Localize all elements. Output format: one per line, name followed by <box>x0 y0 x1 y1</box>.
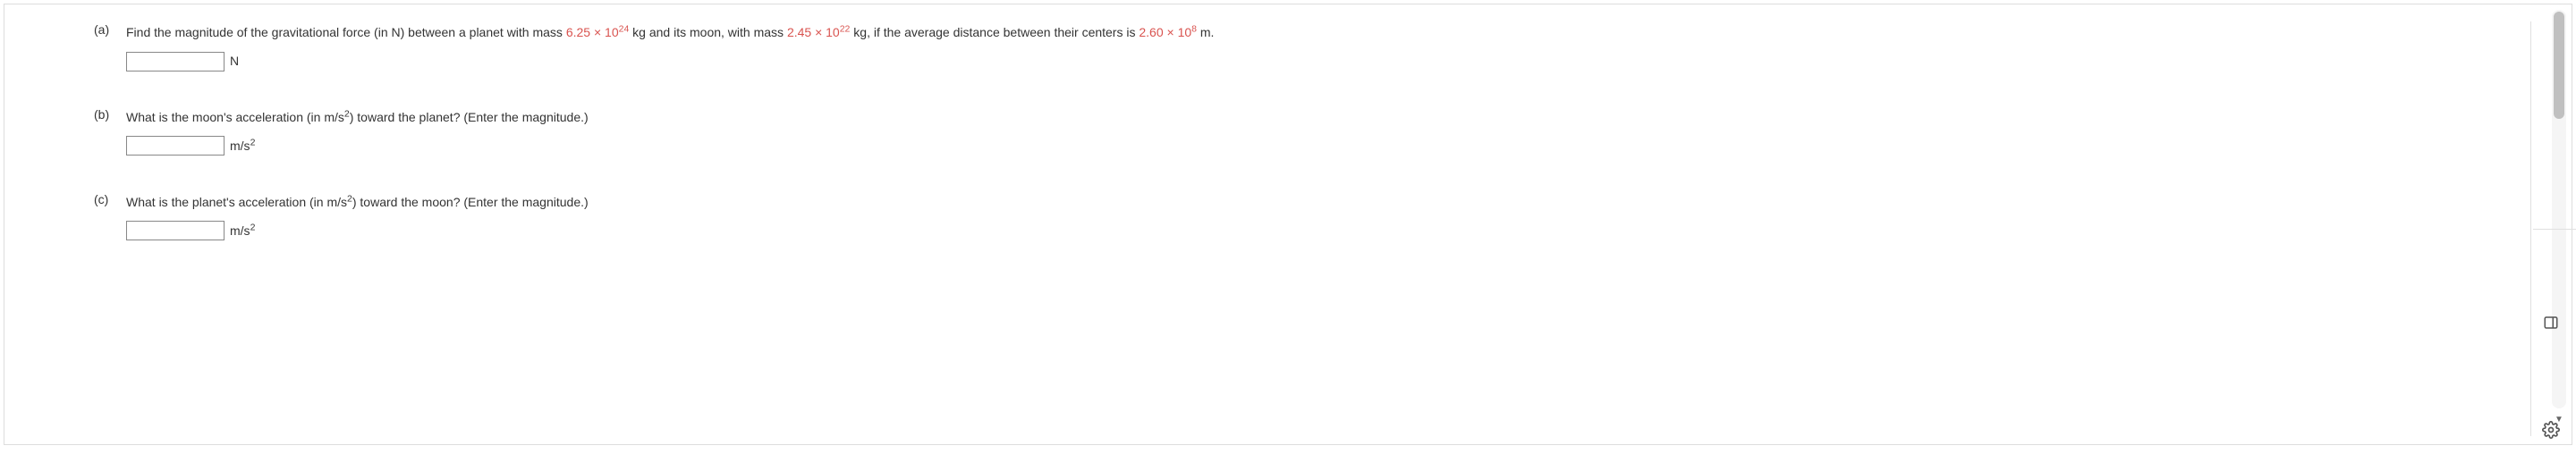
part-a-answer-row: N <box>126 51 1453 71</box>
part-a-unit: N <box>230 51 239 71</box>
part-b-answer-input[interactable] <box>126 136 225 156</box>
question-part-b: (b) What is the moon's acceleration (in … <box>94 107 1453 156</box>
part-b-unit-text: m/s <box>230 139 250 153</box>
part-c-unit-sup: 2 <box>250 222 256 232</box>
side-tools <box>2533 4 2569 454</box>
part-c-unit-text: m/s <box>230 223 250 238</box>
val2-exp: 22 <box>840 23 851 34</box>
panels-icon[interactable] <box>2541 313 2561 332</box>
question-content: (a) Find the magnitude of the gravitatio… <box>4 4 1543 258</box>
part-b-unit-sup: 2 <box>250 138 256 148</box>
part-b-label: (b) <box>94 107 126 122</box>
part-a-text-1: Find the magnitude of the gravitational … <box>126 25 566 39</box>
part-c-answer-input[interactable] <box>126 221 225 240</box>
val3-coeff: 2.60 × 10 <box>1139 25 1191 39</box>
part-c-text-1: What is the planet's acceleration (in m/… <box>126 195 347 209</box>
part-a-value-2: 2.45 × 1022 <box>787 25 850 39</box>
val1-exp: 24 <box>619 23 630 34</box>
val2-coeff: 2.45 × 10 <box>787 25 840 39</box>
part-c-text-2: ) toward the moon? (Enter the magnitude.… <box>352 195 589 209</box>
part-a-value-1: 6.25 × 1024 <box>566 25 629 39</box>
side-divider <box>2530 21 2531 436</box>
part-a-label: (a) <box>94 22 126 37</box>
part-b-unit: m/s2 <box>230 136 255 156</box>
part-a-body: Find the magnitude of the gravitational … <box>126 22 1453 71</box>
part-c-answer-row: m/s2 <box>126 221 1453 240</box>
part-a-text-4: m. <box>1197 25 1214 39</box>
part-c-body: What is the planet's acceleration (in m/… <box>126 192 1453 241</box>
part-b-text-2: ) toward the planet? (Enter the magnitud… <box>350 110 589 124</box>
question-part-c: (c) What is the planet's acceleration (i… <box>94 192 1453 241</box>
question-part-a: (a) Find the magnitude of the gravitatio… <box>94 22 1453 71</box>
part-b-text-1: What is the moon's acceleration (in m/s <box>126 110 344 124</box>
val1-coeff: 6.25 × 10 <box>566 25 619 39</box>
part-a-text-3: kg, if the average distance between thei… <box>850 25 1139 39</box>
part-a-text-2: kg and its moon, with mass <box>629 25 787 39</box>
part-c-label: (c) <box>94 192 126 206</box>
question-frame: (a) Find the magnitude of the gravitatio… <box>4 4 2572 445</box>
part-b-answer-row: m/s2 <box>126 136 1453 156</box>
part-a-value-3: 2.60 × 108 <box>1139 25 1197 39</box>
gear-icon[interactable] <box>2541 420 2561 440</box>
part-b-body: What is the moon's acceleration (in m/s 2… <box>126 107 1453 156</box>
part-a-answer-input[interactable] <box>126 52 225 71</box>
part-c-unit: m/s2 <box>230 221 255 240</box>
